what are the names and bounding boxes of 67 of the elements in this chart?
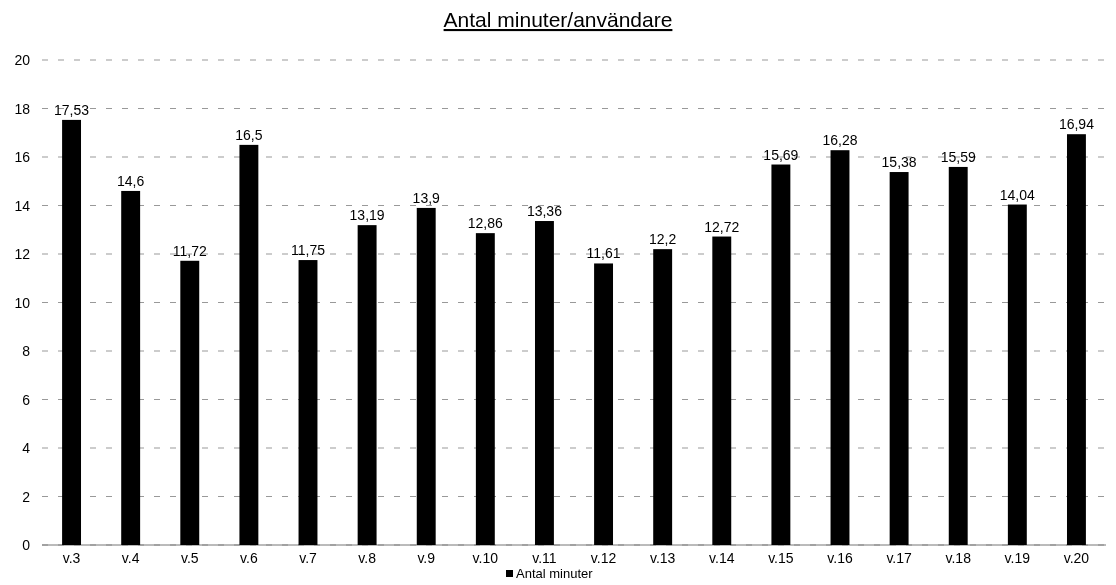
x-tick-label: v.4 bbox=[121, 550, 140, 566]
bar bbox=[298, 260, 318, 545]
data-label: 13,19 bbox=[349, 207, 385, 224]
x-tick-label: v.7 bbox=[299, 550, 318, 566]
y-tick-label: 20 bbox=[14, 52, 31, 68]
x-tick-label: v.14 bbox=[709, 550, 735, 566]
data-label: 11,75 bbox=[291, 242, 326, 259]
data-label: 15,38 bbox=[881, 154, 917, 171]
data-label: 14,6 bbox=[117, 172, 145, 189]
data-label: 12,72 bbox=[704, 218, 740, 235]
bar bbox=[534, 221, 554, 545]
x-tick-label: v.8 bbox=[358, 550, 377, 566]
y-tick-label: 10 bbox=[14, 294, 31, 311]
bar bbox=[653, 249, 673, 545]
y-tick-label: 16 bbox=[14, 149, 31, 165]
y-tick-label: 14 bbox=[14, 197, 31, 214]
x-tick-label: v.10 bbox=[472, 550, 499, 566]
bar bbox=[948, 166, 968, 545]
x-tick-label: v.6 bbox=[240, 550, 258, 566]
bar bbox=[1007, 204, 1027, 545]
bar bbox=[594, 263, 614, 545]
y-tick-label: 4 bbox=[22, 440, 31, 456]
x-tick-label: v.20 bbox=[1063, 550, 1090, 566]
bar bbox=[712, 236, 732, 545]
y-tick-label: 8 bbox=[22, 343, 31, 359]
bar bbox=[357, 225, 377, 545]
x-tick-label: v.5 bbox=[180, 550, 199, 566]
data-label: 11,61 bbox=[586, 245, 621, 262]
data-label: 13,9 bbox=[412, 189, 441, 206]
data-label: 12,86 bbox=[467, 215, 504, 232]
legend-label: Antal minuter bbox=[516, 566, 594, 581]
data-label: 14,04 bbox=[999, 186, 1036, 203]
data-label: 13,36 bbox=[526, 203, 563, 220]
bar bbox=[121, 190, 141, 545]
y-tick-label: 18 bbox=[14, 100, 31, 117]
data-label: 16,5 bbox=[235, 126, 263, 143]
data-label: 11,72 bbox=[172, 242, 207, 259]
bar bbox=[830, 150, 850, 545]
chart-title: Antal minuter/användare bbox=[443, 8, 673, 31]
data-label: 16,94 bbox=[1058, 116, 1095, 133]
bar bbox=[239, 144, 259, 545]
x-tick-label: v.9 bbox=[417, 550, 436, 566]
x-tick-label: v.18 bbox=[945, 550, 972, 566]
bar bbox=[1066, 134, 1086, 545]
data-label: 16,28 bbox=[822, 132, 858, 149]
x-tick-label: v.19 bbox=[1004, 550, 1031, 566]
data-label: 15,69 bbox=[763, 146, 799, 163]
y-tick-label: 12 bbox=[14, 246, 31, 262]
x-tick-label: v.12 bbox=[590, 550, 617, 566]
x-tick-label: v.11 bbox=[532, 550, 557, 566]
bar bbox=[889, 172, 909, 545]
y-tick-label: 6 bbox=[22, 391, 31, 408]
x-tick-label: v.15 bbox=[768, 550, 794, 566]
y-tick-label: 2 bbox=[22, 488, 31, 505]
data-label: 17,53 bbox=[54, 101, 90, 118]
x-tick-label: v.13 bbox=[649, 550, 676, 566]
bar bbox=[475, 233, 495, 545]
y-tick-label: 0 bbox=[22, 537, 31, 553]
bar bbox=[62, 119, 82, 545]
x-tick-label: v.17 bbox=[886, 550, 913, 566]
data-label: 15,59 bbox=[940, 148, 976, 165]
bar bbox=[416, 207, 436, 545]
x-tick-label: v.3 bbox=[62, 550, 81, 566]
bar bbox=[180, 260, 200, 545]
data-label: 12,2 bbox=[649, 231, 677, 248]
x-tick-label: v.16 bbox=[827, 550, 853, 566]
bar bbox=[771, 164, 791, 545]
